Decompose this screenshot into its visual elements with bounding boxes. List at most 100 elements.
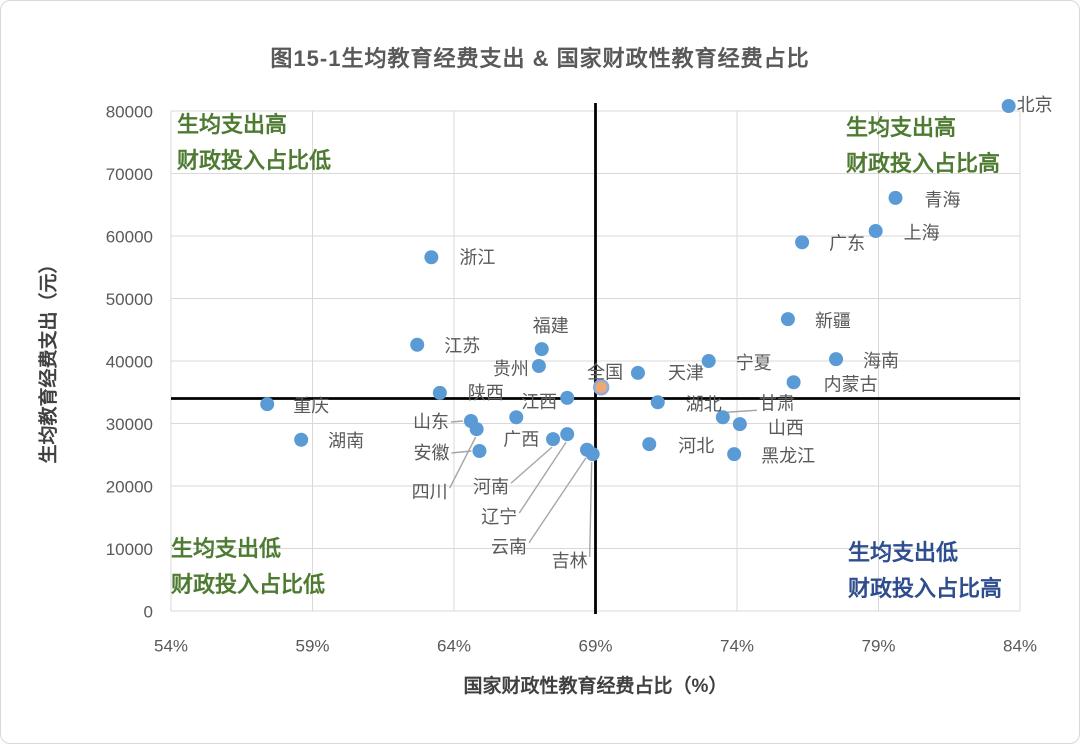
point-label: 吉林 — [552, 551, 588, 571]
quadrant-label-line: 财政投入占比高 — [846, 151, 1001, 176]
data-point-province — [650, 395, 665, 410]
point-label: 内蒙古 — [824, 374, 878, 394]
data-point-province — [469, 422, 484, 437]
point-label: 辽宁 — [481, 507, 517, 527]
y-tick-label: 20000 — [106, 478, 153, 497]
data-point-province — [795, 235, 810, 250]
label-leader-line — [449, 436, 477, 489]
point-label: 北京 — [1017, 95, 1053, 115]
point-label: 江西 — [521, 392, 557, 412]
y-tick-label: 70000 — [106, 165, 153, 184]
x-tick-label: 69% — [578, 637, 612, 656]
x-tick-label: 64% — [437, 637, 471, 656]
label-leader-line — [510, 446, 553, 484]
y-tick-label: 80000 — [106, 103, 153, 122]
point-label: 江苏 — [444, 336, 480, 356]
data-point-province — [715, 410, 730, 425]
point-label: 山东 — [413, 412, 449, 432]
data-point-province — [560, 390, 575, 405]
data-point-province — [472, 444, 487, 458]
data-point-province — [630, 365, 645, 380]
point-label: 浙江 — [459, 247, 495, 267]
label-leader-line — [518, 441, 567, 514]
quadrant-label-line: 财政投入占比低 — [177, 148, 332, 173]
data-point-province — [829, 352, 844, 367]
data-point-province — [780, 312, 795, 327]
point-label: 安徽 — [413, 443, 449, 463]
point-label: 贵州 — [493, 359, 529, 379]
label-leader-line — [450, 420, 464, 423]
data-point-province — [701, 354, 716, 368]
x-tick-label: 59% — [295, 637, 329, 656]
point-label: 黑龙江 — [761, 446, 815, 466]
point-label: 重庆 — [293, 396, 329, 416]
quadrant-label-top-right: 生均支出高 财政投入占比高 — [846, 110, 1000, 182]
quadrant-label-line: 生均支出高 — [846, 115, 957, 140]
data-point-province — [531, 359, 546, 373]
data-point-province — [585, 447, 600, 462]
point-label: 广东 — [829, 233, 865, 253]
quadrant-label-bottom-right: 生均支出低 财政投入占比高 — [848, 535, 1002, 607]
data-point-province — [732, 417, 747, 432]
data-point-province — [294, 432, 309, 447]
y-tick-label: 60000 — [106, 228, 153, 247]
point-label: 陕西 — [468, 383, 504, 403]
y-tick-label: 30000 — [106, 415, 153, 434]
point-label: 广西 — [503, 429, 539, 449]
data-point-province — [1001, 99, 1016, 113]
data-point-province — [534, 342, 549, 357]
y-axis-title: 生均教育经费支出（元） — [38, 254, 60, 464]
point-label: 宁夏 — [736, 353, 772, 373]
label-leader-line — [451, 450, 472, 454]
data-point-province — [424, 250, 439, 265]
point-label: 海南 — [863, 351, 899, 371]
data-point-province — [888, 190, 903, 205]
quadrant-label-line: 生均支出低 — [848, 540, 959, 565]
quadrant-label-line: 生均支出低 — [171, 536, 282, 561]
data-point-province — [786, 375, 801, 390]
quadrant-label-line: 财政投入占比高 — [848, 576, 1003, 601]
point-label: 河南 — [473, 477, 509, 497]
point-label: 湖北 — [686, 394, 722, 414]
point-label: 天津 — [668, 363, 704, 383]
data-point-province — [260, 397, 275, 412]
quadrant-label-top-left: 生均支出高 财政投入占比低 — [177, 107, 331, 179]
point-label: 甘肃 — [759, 393, 795, 413]
quadrant-label-bottom-left: 生均支出低 财政投入占比低 — [171, 531, 325, 603]
point-label: 全国 — [587, 362, 623, 382]
data-point-province — [509, 410, 524, 425]
x-tick-label: 54% — [154, 637, 188, 656]
point-label: 山西 — [768, 418, 804, 438]
point-label: 福建 — [533, 316, 569, 336]
point-label: 河北 — [678, 436, 714, 456]
point-label: 新疆 — [815, 311, 851, 331]
data-point-province — [410, 337, 425, 352]
quadrant-label-line: 生均支出高 — [177, 112, 288, 137]
quadrant-label-line: 财政投入占比低 — [171, 572, 326, 597]
x-tick-label: 74% — [720, 637, 754, 656]
x-axis-title: 国家财政性教育经费占比（%） — [463, 676, 728, 697]
data-point-province — [868, 224, 883, 238]
data-point-national — [592, 379, 610, 396]
label-leader-line — [726, 409, 757, 413]
point-label: 湖南 — [328, 431, 364, 451]
point-label: 上海 — [904, 223, 940, 243]
point-label: 云南 — [491, 537, 527, 557]
label-leader-line — [528, 457, 587, 544]
data-point-province — [432, 385, 447, 400]
data-point-province — [560, 427, 575, 442]
data-point-province — [727, 447, 742, 462]
y-tick-label: 10000 — [106, 540, 153, 559]
y-tick-label: 0 — [144, 603, 153, 622]
y-tick-label: 50000 — [106, 290, 153, 309]
data-point-province — [546, 432, 561, 447]
point-label: 青海 — [924, 190, 960, 210]
chart-title: 图15-1生均教育经费支出 & 国家财政性教育经费占比 — [270, 46, 810, 71]
x-tick-label: 84% — [1003, 637, 1037, 656]
data-point-province — [642, 437, 657, 452]
x-tick-label: 79% — [861, 637, 895, 656]
point-label: 四川 — [412, 482, 448, 502]
label-leader-line — [588, 462, 593, 558]
